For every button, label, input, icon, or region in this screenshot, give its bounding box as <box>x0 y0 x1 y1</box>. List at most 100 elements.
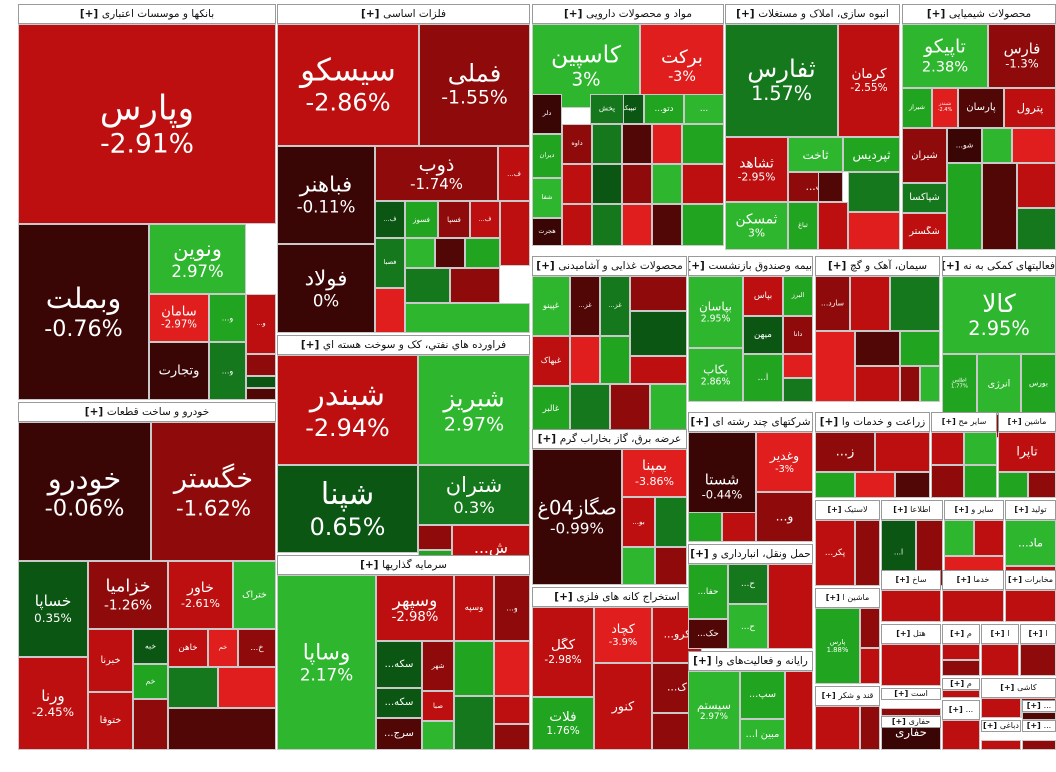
expand-toggle[interactable]: [+] <box>821 691 839 700</box>
sector-title[interactable]: خدما [+] <box>942 570 1004 590</box>
sector-title[interactable]: ساخ [+] <box>881 570 941 590</box>
expand-toggle[interactable]: [+] <box>819 416 842 428</box>
tile-5-1[interactable]: غز... <box>570 276 600 336</box>
tile-16-11[interactable] <box>454 696 494 750</box>
tile-2-2[interactable]: دلر <box>532 94 562 134</box>
tile-2-11[interactable] <box>562 164 592 204</box>
expand-toggle[interactable]: [+] <box>950 679 967 688</box>
tile-7-7[interactable] <box>900 366 920 402</box>
sector-title[interactable]: فراورده هاي نفتي، كک و سوخت هسته اي [+] <box>277 335 530 355</box>
tile-7-6[interactable] <box>855 366 900 402</box>
expand-toggle[interactable]: [+] <box>537 433 560 445</box>
tile-15-12[interactable]: خم <box>133 664 168 699</box>
tile-0-10[interactable] <box>246 388 276 400</box>
tile-12-0[interactable]: ز... <box>815 432 875 472</box>
tile-1-12[interactable] <box>405 238 435 268</box>
tile-3-1[interactable]: کرمان -2.55% <box>838 24 900 137</box>
tile-15-8[interactable]: خبه <box>133 629 168 664</box>
tile-29-0[interactable] <box>815 706 860 750</box>
tile-4-11[interactable] <box>1012 128 1056 163</box>
tile-10-3[interactable] <box>655 497 687 547</box>
expand-toggle[interactable]: [+] <box>983 721 1000 730</box>
sector-title[interactable]: زراعت و خدمات وا [+] <box>815 412 930 432</box>
expand-toggle[interactable]: [+] <box>563 8 587 20</box>
tile-5-8[interactable] <box>600 336 630 384</box>
tile-2-23[interactable] <box>652 204 682 246</box>
tile-3-7[interactable]: ثباغ <box>788 202 818 250</box>
tile-1-13[interactable] <box>435 238 465 268</box>
sector-title[interactable]: بیمه وصندوق بازنشست [+] <box>688 256 813 276</box>
expand-toggle[interactable]: [+] <box>948 705 966 714</box>
tile-4-6[interactable]: شیران <box>902 128 947 183</box>
tile-32-0[interactable] <box>942 644 980 660</box>
expand-toggle[interactable]: [+] <box>827 505 845 514</box>
tile-30-0[interactable] <box>881 708 941 716</box>
tile-13-1[interactable] <box>964 432 997 465</box>
expand-toggle[interactable]: [+] <box>688 260 709 272</box>
tile-1-15[interactable] <box>500 201 530 266</box>
tile-9-5[interactable] <box>418 525 452 550</box>
tile-15-16[interactable] <box>218 667 276 708</box>
tile-35-0[interactable] <box>942 690 980 698</box>
expand-toggle[interactable]: [+] <box>825 593 843 602</box>
tile-24-1[interactable] <box>860 608 880 648</box>
expand-toggle[interactable]: [+] <box>1014 505 1032 514</box>
tile-17-5[interactable]: فلات 1.76% <box>532 697 594 750</box>
tile-0-6[interactable]: وتجارت <box>149 342 209 400</box>
tile-15-15[interactable] <box>168 667 218 708</box>
tile-9-0[interactable]: شبندر -2.94% <box>277 355 418 465</box>
tile-32-1[interactable] <box>942 660 980 676</box>
expand-toggle[interactable]: [+] <box>895 575 913 584</box>
tile-4-0[interactable]: تاپیکو 2.38% <box>902 24 988 88</box>
tile-38-0[interactable] <box>981 740 1021 750</box>
tile-16-12[interactable] <box>494 696 530 724</box>
expand-toggle[interactable]: [+] <box>1007 417 1025 426</box>
tile-6-2[interactable]: البرز <box>783 276 813 316</box>
expand-toggle[interactable]: [+] <box>360 559 383 571</box>
expand-toggle[interactable]: [+] <box>536 260 559 272</box>
tile-10-0[interactable]: صگاز04غ -0.99% <box>532 449 622 585</box>
sector-title[interactable]: شرکتهای چند رشته ای [+] <box>688 412 813 432</box>
tile-2-7[interactable]: دیران <box>532 134 562 178</box>
tile-28-0[interactable] <box>881 644 941 686</box>
tile-4-5[interactable]: پترول <box>1004 88 1056 128</box>
tile-7-0[interactable]: سارد... <box>815 276 850 331</box>
tile-10-4[interactable] <box>622 547 655 585</box>
tile-16-0[interactable]: وساپا 2.17% <box>277 575 376 750</box>
tile-7-4[interactable] <box>855 331 900 366</box>
sector-title[interactable]: م [+] <box>942 678 980 690</box>
tile-11-2[interactable]: و... <box>756 492 813 542</box>
tile-5-6[interactable] <box>630 311 687 356</box>
tile-1-2[interactable]: فباهنر -0.11% <box>277 146 375 244</box>
tile-11-4[interactable] <box>722 512 756 542</box>
tile-1-8[interactable]: فسپا <box>438 201 470 238</box>
tile-29-1[interactable] <box>860 706 880 750</box>
sector-title[interactable]: سرمایه گذاریها [+] <box>277 555 530 575</box>
tile-14-1[interactable] <box>998 472 1028 498</box>
tile-24-0[interactable]: پارس 1.88% <box>815 608 860 684</box>
sector-title[interactable]: مواد و محصولات دارویی [+] <box>532 4 724 24</box>
tile-4-8[interactable]: شپاکسا <box>902 183 947 213</box>
expand-toggle[interactable]: [+] <box>926 8 949 20</box>
tile-12-3[interactable] <box>855 472 895 498</box>
tile-15-5[interactable]: ختراک <box>233 561 276 629</box>
tile-2-12[interactable] <box>592 124 622 164</box>
tile-3-11[interactable] <box>848 212 900 250</box>
tile-18-1[interactable]: ح... <box>728 564 768 604</box>
tile-4-3[interactable]: شبندر -2.4% <box>932 88 958 128</box>
tile-0-1[interactable]: وبملت -0.76% <box>18 224 149 400</box>
sector-title[interactable]: حفاری [+] <box>881 716 941 728</box>
tile-33-0[interactable] <box>981 644 1019 676</box>
tile-6-5[interactable]: دانا <box>783 316 813 354</box>
tile-2-24[interactable] <box>682 204 724 246</box>
tile-7-2[interactable] <box>890 276 940 331</box>
tile-15-10[interactable]: خم <box>208 629 238 667</box>
tile-0-8[interactable] <box>246 354 276 376</box>
tile-16-14[interactable] <box>494 724 530 750</box>
tile-2-5[interactable]: دتو... <box>644 94 684 124</box>
expand-toggle[interactable]: [+] <box>1026 721 1044 730</box>
tile-3-2[interactable]: ثشاهد -2.95% <box>725 137 788 202</box>
sector-title[interactable]: ا [+] <box>981 624 1019 644</box>
tile-3-8[interactable] <box>818 172 843 202</box>
expand-toggle[interactable]: [+] <box>84 406 107 418</box>
